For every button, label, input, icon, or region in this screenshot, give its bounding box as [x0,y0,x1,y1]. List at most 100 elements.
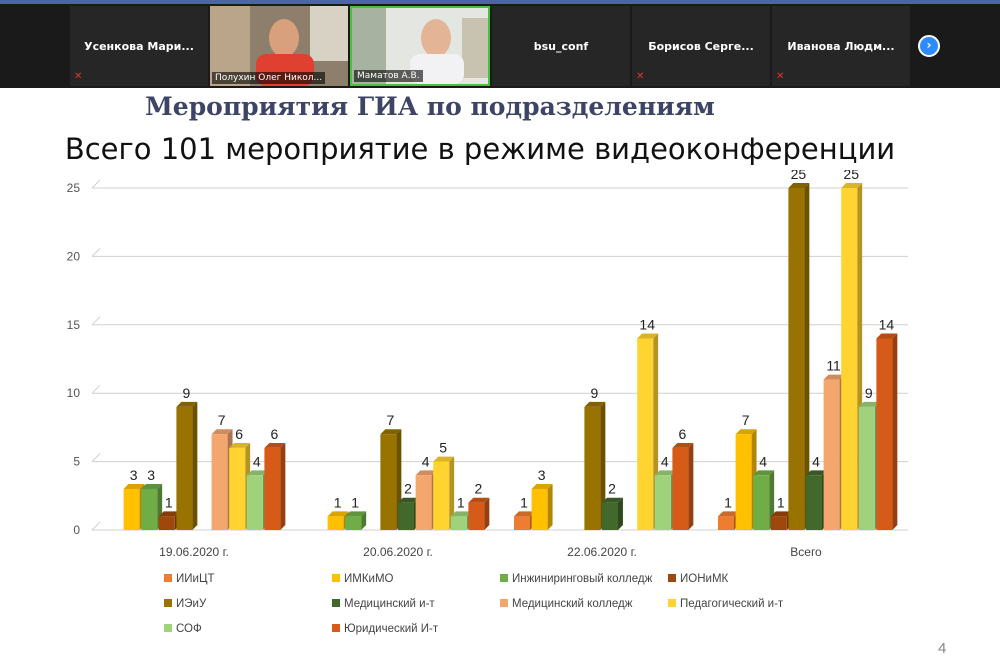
participant-video-tile-active[interactable]: Маматов А.В. [350,6,490,86]
bar [654,475,671,530]
participant-name: bsu_conf [533,40,589,53]
legend-entry: Инжиниринговый колледж [512,573,653,585]
participant-tile[interactable]: Иванова Людм... ✕ [772,6,910,86]
bar [637,338,654,530]
bar-side [280,442,286,530]
bar [735,434,752,530]
data-label: 9 [591,385,599,401]
bar [211,434,228,530]
bar-top [654,470,676,476]
bar-top [415,470,437,476]
data-label: 6 [271,426,279,442]
data-label: 1 [777,494,785,510]
data-label: 2 [475,481,483,497]
data-label: 1 [351,494,359,510]
legend-entry: Педагогический и-т [680,598,784,610]
bar-top [158,511,180,517]
data-label: 6 [679,426,687,442]
data-label: 25 [791,170,807,182]
legend-swatch [332,599,340,607]
x-category-label: 19.06.2020 г. [159,545,229,559]
legend-swatch [332,624,340,632]
bar-top [176,401,198,407]
bar [264,447,281,530]
bar-top [531,484,553,489]
gridline-depth [91,384,101,394]
bar-top [450,511,472,517]
data-label: 1 [520,494,528,510]
page-number: 4 [938,640,947,657]
participant-name: Усенкова Мари... [84,40,194,53]
data-label: 1 [457,494,465,510]
bar [433,461,450,530]
bar-top [806,470,827,476]
bar [415,475,432,530]
bar-top [823,374,845,380]
legend-entry: Юридический И-т [344,623,439,635]
chevron-right-icon[interactable]: › [918,35,940,57]
bar [753,475,770,530]
bar [823,379,840,530]
legend-entry: Медицинский колледж [512,598,633,610]
y-tick-label: 20 [67,249,81,263]
data-label: 3 [147,467,155,483]
bar-top [770,511,792,517]
bar [672,447,689,530]
legend-entry: СОФ [176,623,202,635]
legend-entry: Медицинский и-т [344,598,435,610]
data-label: 4 [661,453,669,469]
bar-top [602,497,623,503]
bar [806,475,822,530]
participant-tile[interactable]: Усенкова Мари... ✕ [70,6,208,86]
data-label: 4 [253,453,261,469]
data-label: 5 [439,440,447,456]
participant-tile[interactable]: bsu_conf [492,6,630,86]
bar-top [514,511,535,517]
bar [229,447,246,530]
bar-side [547,484,553,530]
bar-top [141,484,163,489]
bar-top [672,442,694,448]
bar [327,516,344,530]
data-label: 1 [724,494,732,510]
legend-swatch [668,599,676,607]
legend-swatch [668,574,676,582]
window-top-stripe [0,0,1000,4]
bar-top [637,333,659,339]
x-category-label: 20.06.2020 г. [363,545,433,559]
gridline-depth [91,521,101,531]
muted-mic-icon: ✕ [74,71,83,82]
bar-top [468,497,490,503]
y-tick-label: 0 [73,523,80,537]
x-category-label: Всего [790,545,822,559]
bar [141,488,158,530]
data-label: 7 [742,412,750,428]
slide-title: Мероприятия ГИА по подразделениям [145,92,715,121]
data-label: 9 [865,385,873,401]
bar [602,502,618,530]
legend-entry: ИЭиУ [176,598,207,610]
data-label: 14 [639,316,655,332]
legend-swatch [332,574,340,582]
participant-tile[interactable]: Борисов Серге... ✕ [632,6,770,86]
bar [514,516,530,530]
y-tick-label: 25 [67,181,81,195]
bar-top [327,511,349,517]
bar-top [876,333,898,339]
data-label: 2 [608,481,616,497]
bar-top [788,183,810,188]
bar [398,502,414,530]
bar [176,406,193,530]
participant-name: Полухин Олег Никол... [212,72,326,84]
data-label: 6 [235,426,243,442]
bar [380,434,397,530]
data-label: 4 [812,453,820,469]
y-tick-label: 10 [67,386,81,400]
y-tick-label: 15 [67,318,81,332]
participant-video-tile[interactable]: Полухин Олег Никол... [210,6,348,86]
legend-swatch [500,599,508,607]
bar-top [584,401,606,407]
data-label: 4 [422,453,430,469]
bar-top [229,442,251,448]
bar [531,488,548,530]
